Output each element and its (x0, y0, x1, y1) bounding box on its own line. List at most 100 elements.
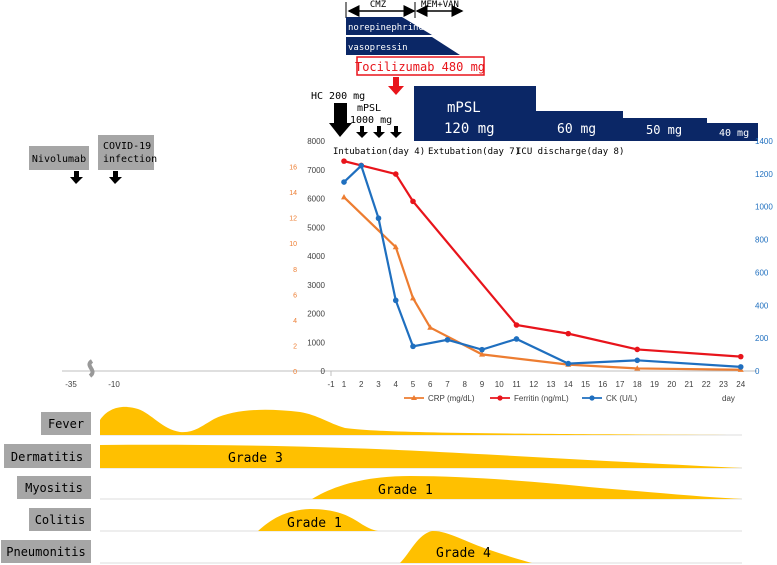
mpsl-block-60 (535, 111, 623, 141)
chart: -35 -10 -1 1 2 3 4 5 6 7 8 9 10 11 12 13 14 15 16 17 18 19 20 2… (62, 137, 773, 403)
covid-arrow (109, 171, 122, 184)
data-point (341, 194, 347, 200)
mpsl-small-label-2: 1000 mg (350, 115, 392, 126)
data-point (513, 336, 520, 342)
x-tick-label: 10 (495, 380, 504, 389)
norepinephrine-bar (346, 17, 432, 35)
crp-axis-tick-label: 16 (289, 165, 297, 172)
x-tick-label: 4 (394, 380, 399, 389)
covid-label-2: infection (103, 154, 157, 165)
covid-box (98, 135, 154, 170)
nivolumab-box (29, 146, 89, 170)
mem-van-label: MEM+VAN (421, 0, 459, 10)
x-tick-label: 1 (342, 380, 347, 389)
intubation-label: Intubation(day 4) (333, 147, 425, 157)
x-tick-label: 14 (564, 380, 573, 389)
data-point (634, 365, 641, 371)
data-point (513, 322, 520, 328)
data-point (392, 171, 399, 177)
data-point (479, 346, 485, 353)
pneumonitis-box (1, 540, 91, 563)
left-axis-tick-label: 8000 (307, 137, 325, 146)
legend-marker (589, 395, 595, 401)
vasopressors: norepinephrine vasopressin (346, 17, 460, 55)
crp-axis-tick-label: 14 (289, 190, 297, 197)
data-point (410, 198, 416, 205)
crp-axis-tick-label: 8 (293, 267, 297, 274)
left-axis-tick-label: 6000 (307, 195, 325, 204)
data-point (634, 357, 641, 364)
dose-120-label: 120 mg (444, 121, 495, 137)
mpsl-small-label-1: mPSL (357, 103, 381, 114)
data-point (634, 346, 641, 353)
right-axis-tick-label: 1400 (755, 137, 773, 146)
crp-axis-tick-label: 10 (289, 241, 297, 248)
left-axis-tick-label: 3000 (307, 281, 325, 290)
data-point (444, 336, 451, 343)
crp-axis-tick-label: 0 (293, 369, 297, 376)
hc-label: HC 200 mg (311, 91, 365, 102)
fever-area (100, 406, 742, 435)
data-point (410, 343, 416, 350)
x-tick-label: 6 (428, 380, 433, 389)
legend-marker (497, 395, 503, 401)
tocilizumab-label: Tocilizumab 480 mg (355, 60, 485, 74)
tocilizumab-arrow (388, 77, 404, 95)
left-axis-tick-label: 7000 (307, 166, 325, 175)
pneumonitis-grade-label: Grade 4 (436, 546, 491, 561)
x-tick-label: 20 (667, 380, 676, 389)
vasopressin-label: vasopressin (348, 43, 408, 53)
data-point (341, 179, 347, 185)
left-axis-tick-label: 5000 (307, 223, 325, 232)
dermatitis-box (4, 444, 91, 468)
dose-40-label: 40 mg (719, 128, 749, 139)
x-tick-label: -10 (108, 380, 120, 389)
data-point (427, 324, 434, 330)
crp-axis-tick-label: 12 (289, 216, 297, 223)
x-tick-label: 12 (529, 380, 538, 389)
myositis-grade-label: Grade 1 (378, 483, 433, 498)
legend-label: CRP (mg/dL) (428, 394, 475, 403)
right-axis-tick-label: 400 (755, 301, 769, 310)
crp-axis-tick-label: 4 (293, 318, 297, 325)
left-axis-tick-label: 1000 (307, 338, 325, 347)
right-axis-tick-label: 600 (755, 268, 769, 277)
norepinephrine-label: norepinephrine (348, 23, 424, 33)
data-point (392, 297, 399, 304)
x-tick-label: 15 (581, 380, 590, 389)
series-line-0 (343, 196, 741, 371)
x-tick-label: 19 (650, 380, 659, 389)
vasopressin-bar (346, 37, 460, 55)
myositis-label: Myositis (25, 481, 83, 495)
colitis-label: Colitis (35, 513, 86, 527)
fever-label: Fever (48, 417, 84, 431)
data-point (737, 364, 744, 370)
mpsl-block-120 (414, 86, 536, 141)
x-tick-label: 24 (736, 380, 745, 389)
left-axis-tick-label: 0 (321, 367, 326, 376)
covid-label-1: COVID-19 (103, 141, 151, 152)
colitis-box (29, 508, 91, 531)
x-tick-label: 16 (598, 380, 607, 389)
mpsl-taper: mPSL 120 mg 60 mg 50 mg 40 mg (414, 86, 758, 141)
mpsl-pulse-arrow-2 (373, 126, 385, 138)
dose-50-label: 50 mg (646, 123, 682, 137)
legend-label: Ferritin (ng/mL) (514, 394, 569, 403)
data-point (358, 162, 365, 169)
data-point (479, 351, 485, 357)
x-tick-label: -1 (327, 380, 335, 389)
data-point (392, 243, 399, 250)
x-tick-label: 8 (463, 380, 468, 389)
x-tick-label: 13 (547, 380, 556, 389)
x-unit-label: day (722, 394, 735, 403)
dose-60-label: 60 mg (557, 122, 596, 137)
x-tick-label: -35 (65, 380, 77, 389)
x-tick-label: 21 (685, 380, 694, 389)
icu-discharge-label: ICU discharge(day 8) (516, 147, 624, 157)
fever-box (41, 412, 91, 435)
pneumonitis-area (400, 530, 532, 563)
hc-big-arrow (329, 103, 352, 137)
legend-marker (411, 395, 417, 400)
series-line-2 (343, 163, 741, 368)
